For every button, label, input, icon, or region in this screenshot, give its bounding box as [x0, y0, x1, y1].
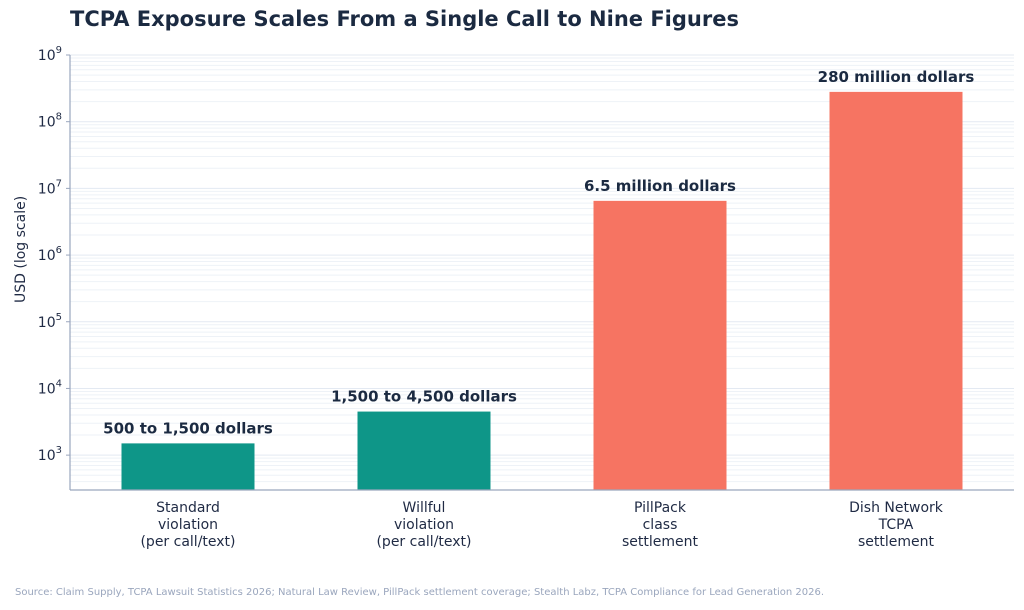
x-tick-label: Dish Network TCPA settlement: [849, 500, 944, 550]
data-label: 500 to 1,500 dollars: [103, 419, 273, 437]
y-tick-label: 105: [38, 312, 62, 331]
y-tick-label: 106: [38, 245, 62, 264]
y-tick-label: 103: [38, 445, 62, 464]
chart-title: TCPA Exposure Scales From a Single Call …: [70, 7, 739, 31]
bar: [121, 443, 255, 490]
x-tick-label: PillPack class settlement: [622, 500, 699, 550]
data-label: 6.5 million dollars: [584, 177, 736, 195]
y-tick-label: 107: [38, 178, 62, 197]
data-labels: 500 to 1,500 dollars 1,500 to 4,500 dolla…: [103, 68, 974, 438]
x-tick-label: Willful violation (per call/text): [376, 500, 471, 550]
y-ticks: 103 104 105 106 107 108 109: [38, 45, 70, 464]
bar: [829, 91, 963, 491]
bar: [357, 411, 491, 490]
bar: [593, 200, 727, 490]
x-tick-label: Standard violation (per call/text): [140, 500, 235, 550]
source-note: Source: Claim Supply, TCPA Lawsuit Stati…: [15, 587, 825, 598]
y-tick-label: 109: [38, 45, 62, 64]
data-label: 1,500 to 4,500 dollars: [331, 388, 517, 406]
y-tick-label: 104: [38, 378, 62, 397]
bars: [121, 91, 963, 491]
x-tick-labels: Standard violation (per call/text) Willful v…: [140, 500, 943, 550]
y-tick-label: 108: [38, 112, 62, 131]
axes: [69, 55, 1014, 491]
data-label: 280 million dollars: [818, 68, 975, 86]
